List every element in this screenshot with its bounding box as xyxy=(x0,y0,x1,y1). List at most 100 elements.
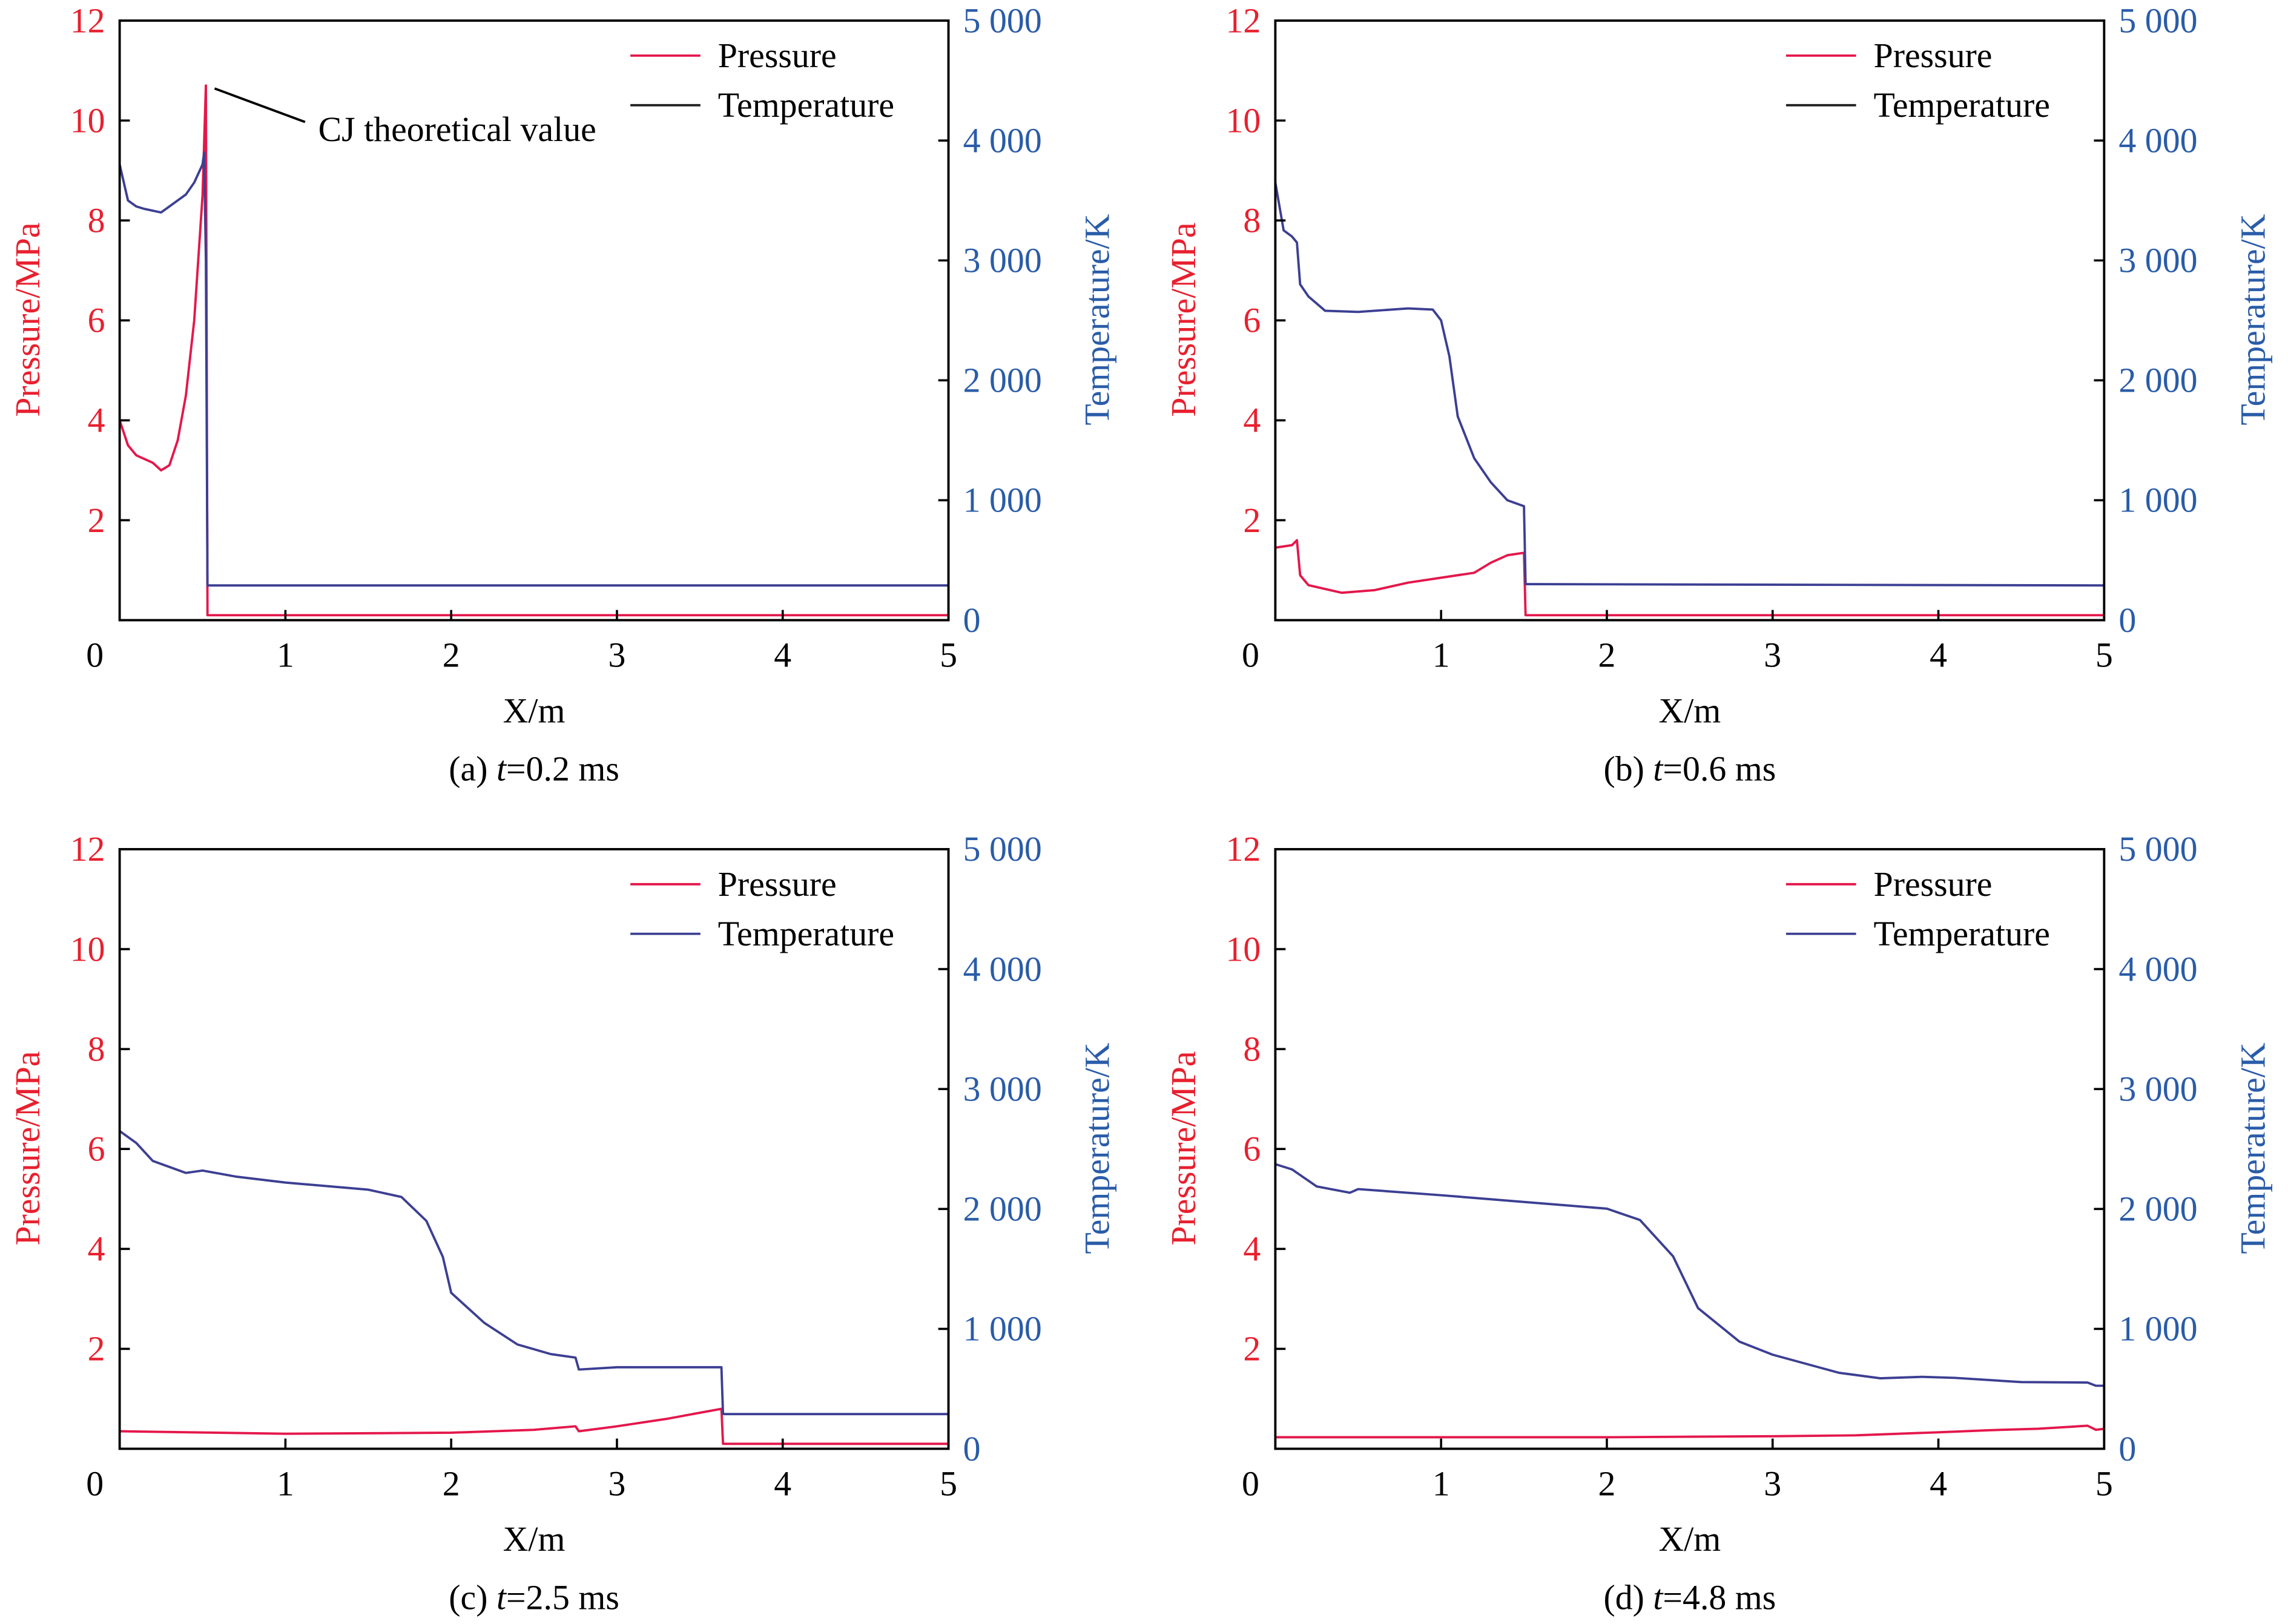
x-tick-label: 5 xyxy=(2095,1464,2113,1504)
x-axis-label: X/m xyxy=(1658,1519,1721,1559)
panel-caption: (c) t=2.5 ms xyxy=(449,1578,619,1617)
x-axis-label: X/m xyxy=(1658,691,1721,730)
temperature-line xyxy=(1274,182,2105,587)
y-tick-label: 2 xyxy=(88,1329,105,1369)
x-tick-label: 3 xyxy=(608,1464,626,1504)
y2-tick-label: 2 000 xyxy=(2118,361,2197,400)
x-tick-label: 1 xyxy=(277,636,294,675)
y2-tick-label: 5 000 xyxy=(963,829,1042,869)
pressure-line xyxy=(119,1407,949,1445)
panel-caption: (a) t=0.2 ms xyxy=(449,749,619,789)
y2-axis-label: Temperature/K xyxy=(2233,1042,2272,1254)
y-tick-label: 6 xyxy=(88,1129,105,1169)
y-axis-label: Pressure/MPa xyxy=(8,222,47,416)
temperature-line xyxy=(119,1130,949,1416)
x-tick-label: 2 xyxy=(443,636,460,675)
caption-rest: =4.8 ms xyxy=(1663,1578,1776,1617)
y-tick-label: 10 xyxy=(1225,929,1261,968)
annotation-leader-line xyxy=(214,87,306,123)
y2-tick-label: 2 000 xyxy=(963,1189,1042,1229)
y2-tick-label: 4 000 xyxy=(2118,120,2197,160)
y-axis-label: Pressure/MPa xyxy=(1164,1051,1203,1245)
x-tick-label: 5 xyxy=(940,636,957,675)
temperature-line xyxy=(118,151,949,587)
y2-tick-label: 4 000 xyxy=(963,120,1042,160)
y2-tick-label: 1 000 xyxy=(2118,481,2197,520)
annotation-cj-label: CJ theoretical value xyxy=(318,110,596,149)
y-tick-label: 2 xyxy=(1243,501,1261,540)
legend-temperature-label: Temperature xyxy=(1874,914,2050,953)
y-tick-label: 8 xyxy=(88,1029,105,1068)
y-tick-label: 4 xyxy=(1243,401,1261,440)
caption-t: t xyxy=(496,1578,507,1617)
x-tick-label: 0 xyxy=(86,1464,104,1504)
pressure-line xyxy=(118,84,949,617)
x-tick-label: 4 xyxy=(1930,636,1947,675)
y-tick-label: 12 xyxy=(70,829,105,869)
y-tick-label: 6 xyxy=(1243,1129,1261,1169)
y2-tick-label: 1 000 xyxy=(963,481,1042,520)
x-tick-label: 0 xyxy=(1242,636,1259,675)
y-axis-label: Pressure/MPa xyxy=(8,1051,47,1245)
caption-t: t xyxy=(496,749,507,789)
caption-prefix: (a) xyxy=(449,749,496,789)
x-tick-label: 1 xyxy=(1432,1464,1450,1504)
x-tick-label: 3 xyxy=(1764,1464,1781,1504)
pressure-line xyxy=(1275,1424,2105,1439)
y2-tick-label: 5 000 xyxy=(963,1,1042,40)
legend: Pressure Temperature xyxy=(630,864,894,953)
x-tick-label: 3 xyxy=(1764,636,1781,675)
y2-tick-label: 3 000 xyxy=(963,1069,1042,1108)
y-tick-label: 12 xyxy=(1225,829,1261,869)
caption-prefix: (c) xyxy=(449,1578,496,1617)
caption-t: t xyxy=(1653,749,1664,789)
y-tick-label: 8 xyxy=(1243,200,1261,240)
y2-tick-label: 2 000 xyxy=(2118,1189,2197,1229)
x-tick-label: 4 xyxy=(1930,1464,1947,1504)
y-tick-label: 6 xyxy=(88,301,105,340)
x-tick-label: 0 xyxy=(86,636,104,675)
x-axis-label: X/m xyxy=(503,691,565,730)
y-tick-label: 4 xyxy=(88,401,105,440)
x-tick-label: 1 xyxy=(277,1464,294,1504)
x-tick-label: 2 xyxy=(1598,1464,1616,1504)
legend-temperature-label: Temperature xyxy=(718,914,894,953)
y-tick-label: 2 xyxy=(88,501,105,540)
y2-tick-label: 0 xyxy=(963,1429,981,1468)
y2-tick-label: 3 000 xyxy=(2118,241,2197,280)
x-tick-label: 4 xyxy=(774,1464,791,1504)
legend-temperature-label: Temperature xyxy=(1874,85,2050,125)
y-tick-label: 10 xyxy=(1225,100,1261,140)
x-tick-label: 5 xyxy=(940,1464,957,1504)
y-tick-label: 10 xyxy=(70,929,105,968)
y2-axis-label: Temperature/K xyxy=(1078,1042,1117,1254)
legend-pressure-label: Pressure xyxy=(718,864,837,904)
panel-caption: (b) t=0.6 ms xyxy=(1603,749,1776,789)
x-tick-label: 2 xyxy=(1598,636,1616,675)
y2-axis-label: Temperature/K xyxy=(1078,214,1117,425)
y-tick-label: 2 xyxy=(1243,1329,1261,1369)
y-tick-label: 8 xyxy=(1243,1029,1261,1068)
y2-tick-label: 0 xyxy=(963,600,981,640)
y2-tick-label: 0 xyxy=(2118,1429,2136,1468)
legend-pressure-label: Pressure xyxy=(1874,36,1993,75)
pressure-line xyxy=(1275,539,2105,617)
y-tick-label: 4 xyxy=(1243,1229,1261,1269)
caption-rest: =0.6 ms xyxy=(1663,749,1776,789)
y2-tick-label: 1 000 xyxy=(2118,1309,2197,1349)
x-tick-label: 3 xyxy=(608,636,626,675)
y-tick-label: 4 xyxy=(88,1229,105,1269)
y2-tick-label: 5 000 xyxy=(2118,829,2197,869)
legend: Pressure Temperature xyxy=(1785,36,2050,125)
y-tick-label: 10 xyxy=(70,100,105,140)
legend-pressure-label: Pressure xyxy=(1874,864,1993,904)
legend: Pressure Temperature xyxy=(630,36,894,125)
x-tick-label: 2 xyxy=(443,1464,460,1504)
y2-tick-label: 4 000 xyxy=(2118,949,2197,988)
y-tick-label: 6 xyxy=(1243,301,1261,340)
